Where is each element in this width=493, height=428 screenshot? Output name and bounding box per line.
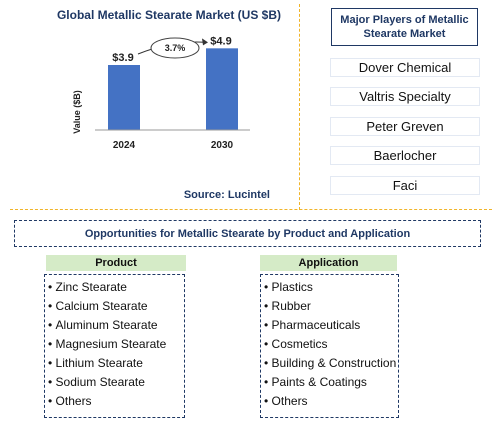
bar-value-label: $4.9 [210, 35, 231, 47]
application-header: Application [260, 255, 397, 271]
y-axis-label: Value ($B) [72, 90, 82, 134]
application-item: Pharmaceuticals [264, 316, 398, 335]
player-item: Peter Greven [330, 117, 480, 136]
product-item: Magnesium Stearate [48, 335, 184, 354]
vertical-divider [299, 4, 300, 210]
product-item: Lithium Stearate [48, 354, 184, 373]
product-header: Product [46, 255, 186, 271]
application-item: Paints & Coatings [264, 373, 398, 392]
product-list-box: Zinc Stearate Calcium Stearate Aluminum … [44, 274, 185, 418]
bars-layer: $3.9 2024 $4.9 2030 Value ($B) 3.7% [72, 35, 250, 151]
growth-label: 3.7% [165, 43, 186, 53]
player-item: Valtris Specialty [330, 87, 480, 106]
opportunities-title: Opportunities for Metallic Stearate by P… [14, 220, 481, 247]
x-tick-label: 2024 [113, 140, 136, 151]
x-tick-label: 2030 [211, 140, 234, 151]
growth-bubble [150, 37, 200, 59]
application-item: Rubber [264, 297, 398, 316]
application-list-box: Plastics Rubber Pharmaceuticals Cosmetic… [260, 274, 399, 418]
growth-arrowhead [202, 38, 208, 46]
product-list: Zinc Stearate Calcium Stearate Aluminum … [48, 278, 184, 411]
product-item: Calcium Stearate [48, 297, 184, 316]
application-item: Plastics [264, 278, 398, 297]
source-note: Source: Lucintel [183, 189, 270, 201]
product-item: Others [48, 392, 184, 411]
bar [108, 65, 140, 130]
bar-chart: $3.9 2024 $4.9 2030 Value ($B) 3.7% [72, 35, 250, 151]
bar-value-label: $3.9 [112, 52, 133, 64]
players-title: Major Players of Metallic Stearate Marke… [331, 8, 478, 46]
player-item: Dover Chemical [330, 58, 480, 77]
bar [206, 48, 238, 131]
application-item: Building & Construction [264, 354, 398, 373]
player-item: Baerlocher [330, 146, 480, 165]
product-item: Aluminum Stearate [48, 316, 184, 335]
application-item: Cosmetics [264, 335, 398, 354]
application-list: Plastics Rubber Pharmaceuticals Cosmetic… [264, 278, 398, 411]
application-item: Others [264, 392, 398, 411]
horizontal-divider [10, 209, 492, 210]
product-item: Zinc Stearate [48, 278, 184, 297]
product-item: Sodium Stearate [48, 373, 184, 392]
chart-title: Global Metallic Stearate Market (US $B) [56, 8, 282, 22]
player-item: Faci [330, 176, 480, 195]
